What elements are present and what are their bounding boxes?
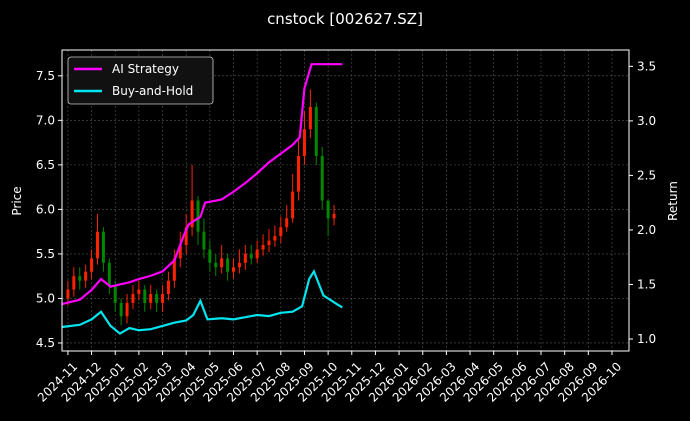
y2-tick-label: 1.5 — [637, 277, 656, 291]
candle-body — [72, 276, 76, 290]
candle-body — [220, 258, 224, 268]
candle-body — [155, 294, 159, 303]
legend: AI Strategy Buy-and-Hold — [67, 56, 214, 105]
candle-body — [178, 245, 182, 259]
candle-body — [202, 231, 206, 250]
candle-body — [261, 245, 265, 250]
y2-tick-label: 3.5 — [637, 59, 656, 73]
candle-body — [326, 200, 330, 219]
candle-body — [78, 276, 82, 281]
candle-body — [243, 253, 247, 263]
line-series — [61, 268, 343, 335]
candle-body — [166, 280, 170, 295]
candle-body — [143, 289, 147, 303]
candle-body — [66, 289, 70, 299]
candle-body — [161, 294, 165, 303]
candle-body — [208, 249, 212, 263]
legend-label: AI Strategy — [112, 62, 179, 76]
candle-body — [297, 155, 301, 192]
legend-box — [67, 56, 214, 105]
y2-axis-label: Return — [666, 181, 680, 221]
candle-body — [249, 253, 253, 259]
candle-body — [332, 213, 336, 219]
candle-body — [237, 262, 241, 268]
y-tick-label: 4.5 — [36, 336, 55, 350]
candle-body — [214, 262, 218, 268]
candle-body — [101, 231, 105, 263]
line-series — [61, 63, 343, 306]
candle-body — [131, 294, 135, 303]
y2-tick-label: 1.0 — [637, 332, 656, 346]
candle-body — [255, 249, 259, 259]
candle-body — [107, 262, 111, 286]
candle-body — [149, 294, 153, 303]
candle-body — [231, 267, 235, 272]
candle-body — [314, 106, 318, 156]
candle-body — [302, 129, 306, 156]
y-tick-label: 6.0 — [36, 202, 55, 216]
y2-tick-label: 2.5 — [637, 168, 656, 182]
chart-title: cnstock [002627.SZ] — [267, 10, 423, 28]
y-axis-label: Price — [10, 186, 24, 215]
candle-body — [320, 155, 324, 201]
candle-body — [273, 236, 277, 241]
candle-body — [190, 200, 194, 228]
candle-body — [95, 231, 99, 259]
candle-body — [84, 271, 88, 281]
candle-body — [125, 302, 129, 317]
y2-tick-label: 3.0 — [637, 114, 656, 128]
y-tick-label: 7.5 — [36, 69, 55, 83]
candle-body — [291, 191, 295, 219]
y-tick-label: 7.0 — [36, 113, 55, 127]
candle-body — [285, 218, 289, 228]
y-tick-label: 6.5 — [36, 158, 55, 172]
candle-body — [184, 227, 188, 246]
y-tick-label: 5.5 — [36, 247, 55, 261]
y-tick-label: 5.0 — [36, 291, 55, 305]
candle-body — [119, 302, 123, 317]
candle-body — [267, 240, 271, 246]
candle-body — [137, 289, 141, 295]
y2-tick-label: 2.0 — [637, 223, 656, 237]
candle-body — [226, 258, 230, 272]
candle-body — [279, 227, 283, 237]
candle-body — [196, 200, 200, 232]
plot-frame — [61, 49, 630, 352]
legend-label: Buy-and-Hold — [112, 84, 193, 98]
candle-body — [113, 285, 117, 303]
candle-body — [172, 258, 176, 281]
candle-body — [90, 258, 94, 272]
candle-body — [308, 106, 312, 130]
